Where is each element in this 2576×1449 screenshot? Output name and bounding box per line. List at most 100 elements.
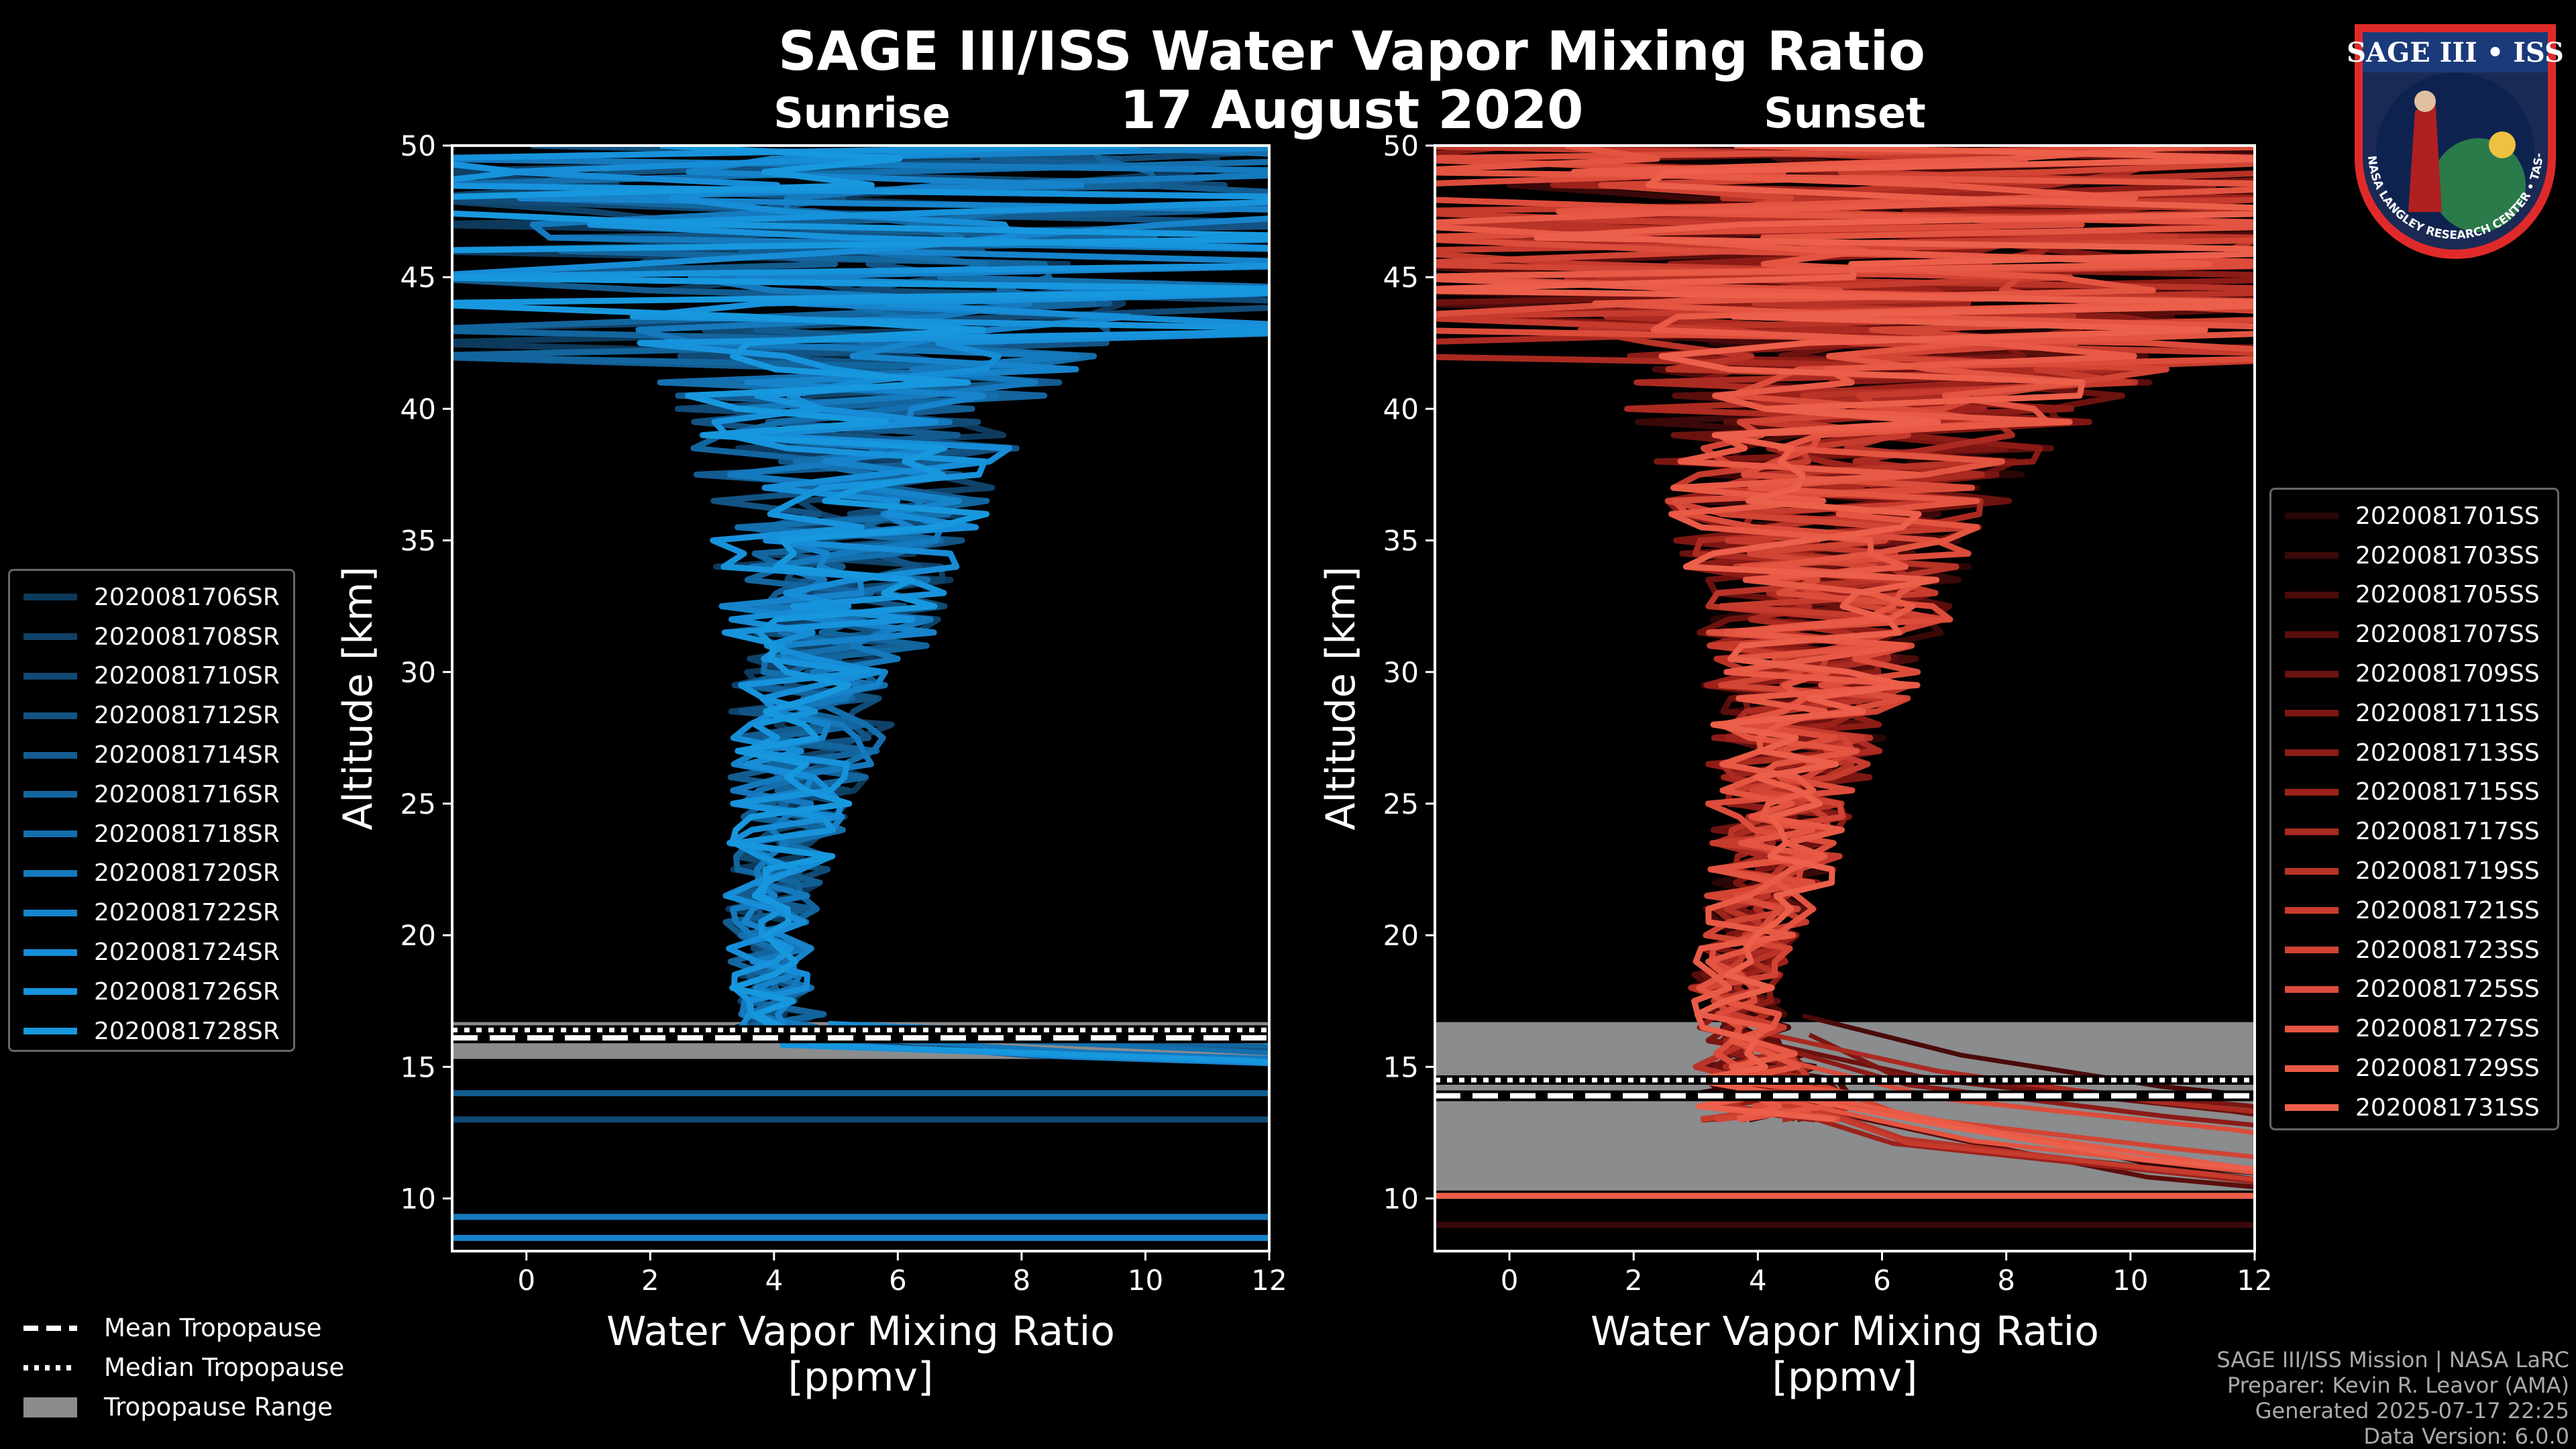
x-tick-label: 6: [889, 1264, 907, 1297]
legend-entry: 2020081722SR: [10, 893, 293, 932]
legend-label: 2020081727SS: [2355, 1015, 2540, 1043]
x-tick-label: 6: [1873, 1264, 1891, 1297]
legend-entry: 2020081706SR: [10, 578, 293, 617]
x-tick-label: 4: [765, 1264, 783, 1297]
legend-label: 2020081731SS: [2355, 1093, 2540, 1122]
legend-label: 2020081712SR: [94, 702, 280, 730]
legend-swatch: [23, 791, 77, 798]
sunset-plot: 0 2 4 6 8 10 12 10 15 20 25 30 35 40 45 50 Water Vapor M…: [1318, 129, 2273, 1401]
legend-entry: 2020081716SR: [10, 775, 293, 814]
sunset-panel-title: Sunset: [1764, 89, 1926, 138]
legend-entry: 2020081726SR: [10, 972, 293, 1012]
profile-tail-2020081729SS: [1797, 1090, 2255, 1172]
y-tick-label: 30: [1383, 656, 1419, 689]
legend-swatch: [23, 751, 77, 759]
y-tick-label: 35: [1383, 525, 1419, 557]
y-tick-label: 25: [1383, 788, 1419, 820]
legend-entry: 2020081711SS: [2271, 694, 2557, 733]
profile-2020081725SS: [1435, 146, 2255, 1123]
legend-swatch: [2285, 552, 2339, 559]
x-tick-label: 8: [1013, 1264, 1031, 1297]
legend-entry: 2020081729SS: [2271, 1049, 2557, 1088]
plot-frame: [1434, 144, 2256, 1252]
legend-label: 2020081714SR: [94, 741, 280, 769]
y-tick-label: 50: [400, 129, 436, 162]
dashed-line-icon: [23, 1325, 77, 1331]
legend-swatch: [23, 869, 77, 877]
legend-label: 2020081710SR: [94, 662, 280, 690]
legend-label: 2020081706SR: [94, 583, 280, 611]
y-tick-label: 20: [1383, 919, 1419, 952]
profile-tail-2020081721SS: [1797, 1101, 2255, 1183]
legend-entry: 2020081731SS: [2271, 1088, 2557, 1128]
legend-label: 2020081719SS: [2355, 857, 2540, 885]
legend-label: 2020081726SR: [94, 977, 280, 1006]
x-tick-label: 2: [641, 1264, 659, 1297]
dotted-line-icon: [23, 1364, 77, 1371]
tropo-median-entry: Median Tropopause: [20, 1348, 344, 1387]
x-axis-label: Water Vapor Mixing Ratio: [606, 1308, 1115, 1355]
x-tick-label: 10: [2112, 1264, 2148, 1297]
x-tick-label: 2: [1625, 1264, 1643, 1297]
legend-label: 2020081713SS: [2355, 739, 2540, 767]
legend-swatch: [2285, 749, 2339, 757]
legend-swatch: [23, 672, 77, 680]
legend-entry: 2020081710SR: [10, 657, 293, 696]
legend-entry: 2020081724SR: [10, 932, 293, 972]
tropo-range-label: Tropopause Range: [104, 1393, 333, 1421]
legend-entry: 2020081721SS: [2271, 891, 2557, 930]
profile-2020081731SS: [1435, 146, 2255, 1123]
legend-label: 2020081711SS: [2355, 699, 2540, 727]
svg-text:SAGE III • ISS: SAGE III • ISS: [2347, 37, 2564, 68]
legend-label: 2020081722SR: [94, 899, 280, 927]
profile-2020081728SR: [452, 146, 1269, 1043]
profile-tail-2020081717SS: [1755, 1028, 2255, 1114]
profile-tail-2020081731SS: [1745, 1085, 2255, 1172]
legend-label: 2020081705SS: [2355, 581, 2540, 609]
x-axis-label: [ppmv]: [1772, 1354, 1918, 1401]
x-tick-label: 12: [2237, 1264, 2272, 1297]
legend-entry: 2020081703SS: [2271, 536, 2557, 576]
legend-label: 2020081728SR: [94, 1017, 280, 1045]
y-tick-label: 25: [400, 788, 436, 820]
legend-label: 2020081725SS: [2355, 975, 2540, 1004]
tropo-median-label: Median Tropopause: [104, 1353, 345, 1382]
legend-label: 2020081709SS: [2355, 660, 2540, 688]
sunset-legend: 2020081701SS 2020081703SS 2020081705SS 2020…: [2269, 488, 2559, 1130]
legend-swatch: [23, 988, 77, 996]
legend-swatch: [2285, 985, 2339, 993]
legend-swatch: [23, 909, 77, 916]
legend-entry: 2020081728SR: [10, 1012, 293, 1051]
legend-entry: 2020081727SS: [2271, 1009, 2557, 1049]
x-axis-label: Water Vapor Mixing Ratio: [1591, 1308, 2099, 1355]
legend-entry: 2020081715SS: [2271, 773, 2557, 812]
footer-generated: Generated 2025-07-17 22:25: [2255, 1398, 2569, 1424]
profile-tail-2020081715SS: [1768, 1102, 2255, 1185]
x-tick-label: 12: [1251, 1264, 1287, 1297]
legend-entry: 2020081718SR: [10, 814, 293, 854]
legend-swatch: [2285, 828, 2339, 835]
legend-swatch: [2285, 788, 2339, 796]
legend-swatch: [23, 633, 77, 641]
legend-label: 2020081708SR: [94, 623, 280, 651]
legend-swatch: [2285, 947, 2339, 954]
legend-label: 2020081721SS: [2355, 896, 2540, 924]
legend-label: 2020081723SS: [2355, 936, 2540, 964]
y-tick-label: 20: [400, 919, 436, 952]
x-tick-label: 10: [1128, 1264, 1163, 1297]
y-tick-label: 50: [1383, 129, 1419, 162]
y-tick-label: 10: [400, 1183, 436, 1216]
sage-iii-iss-logo: SAGE III • ISS BALL • NASA LANGLEY RESEA…: [2341, 11, 2564, 259]
y-tick-label: 45: [400, 261, 436, 294]
legend-entry: 2020081709SS: [2271, 654, 2557, 694]
legend-label: 2020081717SS: [2355, 818, 2540, 846]
legend-label: 2020081724SR: [94, 938, 280, 967]
legend-entry: 2020081723SS: [2271, 930, 2557, 970]
x-tick-label: 0: [1501, 1264, 1519, 1297]
legend-label: 2020081701SS: [2355, 502, 2540, 530]
y-tick-label: 15: [1383, 1051, 1419, 1083]
legend-entry: 2020081720SR: [10, 854, 293, 894]
legend-swatch: [2285, 867, 2339, 875]
tropo-mean-entry: Mean Tropopause: [20, 1308, 322, 1348]
